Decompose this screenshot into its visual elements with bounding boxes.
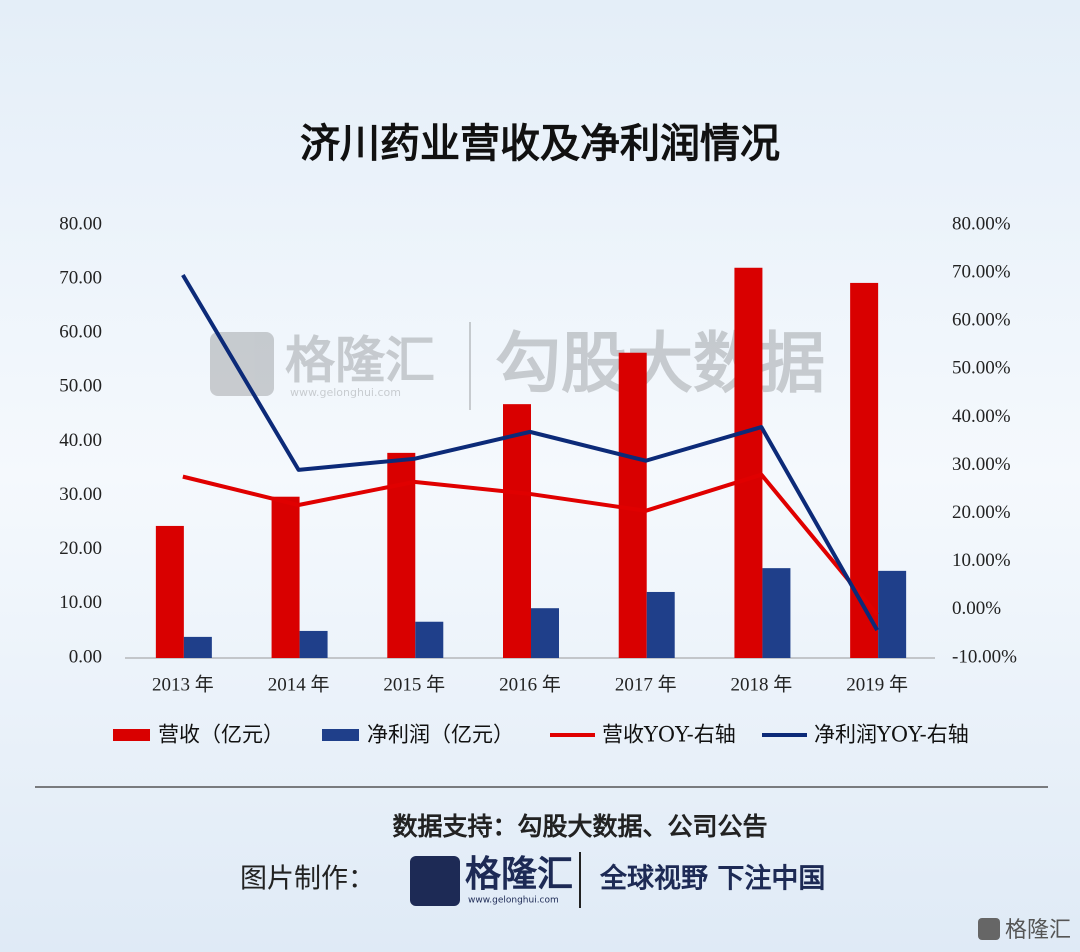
bar xyxy=(850,282,879,658)
x-tick-label: 2013 年 xyxy=(152,673,214,695)
y-tick-label: 40.00 xyxy=(59,430,102,451)
bar xyxy=(762,568,791,658)
logo-url: www.gelonghui.com xyxy=(468,896,559,906)
source-note: 数据支持：勾股大数据、公司公告 xyxy=(392,812,767,841)
chart-title: 济川药业营收及净利润情况 xyxy=(300,121,780,167)
line-series xyxy=(181,274,879,632)
logo-icon xyxy=(410,856,460,906)
bar xyxy=(299,630,328,658)
slogan: 全球视野 下注中国 xyxy=(599,863,825,895)
corner-icon xyxy=(978,918,1000,940)
watermark-url: www.gelonghui.com xyxy=(290,386,401,399)
corner-brand: 格隆汇 xyxy=(1005,918,1071,943)
y-tick-label: 50.00 xyxy=(59,376,102,397)
y2-tick-label: 80.00% xyxy=(952,213,1011,234)
bar xyxy=(734,267,763,658)
y2-tick-label: 0.00% xyxy=(952,598,1001,619)
y2-tick-label: 20.00% xyxy=(952,502,1011,523)
bar xyxy=(646,591,675,658)
bar xyxy=(878,570,907,658)
watermark-icon xyxy=(210,332,274,396)
watermark: 格隆汇 www.gelonghui.com 勾股大数据 xyxy=(210,322,825,410)
y-tick-label: 0.00 xyxy=(69,646,102,667)
x-tick-label: 2019 年 xyxy=(846,673,908,695)
bar xyxy=(618,352,647,658)
y-tick-label: 60.00 xyxy=(59,322,102,343)
bar xyxy=(503,404,531,658)
y-tick-label: 10.00 xyxy=(59,592,102,613)
legend-swatch xyxy=(113,729,150,741)
y-tick-label: 70.00 xyxy=(59,267,102,288)
legend-label: 净利润YOY-右轴 xyxy=(814,723,969,747)
y-tick-label: 80.00 xyxy=(59,213,102,234)
bar xyxy=(271,496,300,658)
bar xyxy=(183,636,212,658)
bar xyxy=(415,621,444,658)
y2-tick-label: 50.00% xyxy=(952,358,1011,379)
legend-label: 营收（亿元） xyxy=(158,723,284,747)
y-tick-label: 30.00 xyxy=(59,484,102,505)
x-tick-label: 2016 年 xyxy=(499,673,561,695)
legend-label: 营收YOY-右轴 xyxy=(602,723,736,747)
maker-label: 图片制作： xyxy=(240,864,375,895)
y-tick-label: 20.00 xyxy=(59,538,102,559)
y2-tick-label: 10.00% xyxy=(952,550,1011,571)
x-tick-label: 2014 年 xyxy=(268,673,330,695)
x-tick-label: 2017 年 xyxy=(615,673,677,695)
y2-tick-label: -10.00% xyxy=(952,646,1017,667)
watermark-product: 勾股大数据 xyxy=(495,325,825,402)
bar xyxy=(155,525,184,658)
bar xyxy=(531,608,559,658)
logo-brand: 格隆汇 xyxy=(465,854,573,895)
legend-swatch xyxy=(322,729,359,741)
line-series xyxy=(182,472,879,616)
watermark-brand: 格隆汇 xyxy=(285,332,435,390)
legend-label: 净利润（亿元） xyxy=(367,723,514,747)
y2-tick-label: 70.00% xyxy=(952,261,1011,282)
y2-tick-label: 30.00% xyxy=(952,454,1011,475)
y2-tick-label: 40.00% xyxy=(952,406,1011,427)
y2-tick-label: 60.00% xyxy=(952,310,1011,331)
x-tick-label: 2015 年 xyxy=(383,673,445,695)
x-tick-label: 2018 年 xyxy=(731,673,793,695)
